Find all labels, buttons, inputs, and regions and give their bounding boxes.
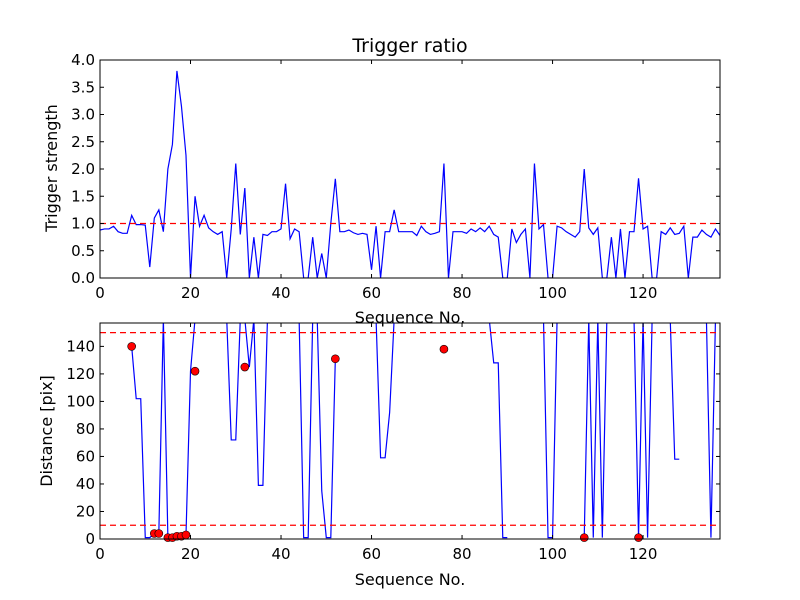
y-tick-label: 4.0 [71, 51, 95, 69]
plot-area [100, 323, 720, 539]
x-tick-label: 60 [362, 545, 381, 563]
series-line-1 [131, 323, 716, 539]
y-tick-label: 3.5 [71, 78, 95, 96]
trigger-ratio-chart: Trigger ratio Trigger strength Sequence … [42, 35, 721, 327]
y-tick-label: 120 [66, 365, 95, 383]
y-axis-label-bottom: Distance [pix] [37, 375, 56, 487]
x-tick-label: 40 [271, 545, 290, 563]
y-tick-label: 0 [85, 530, 95, 548]
y-tick-label: 60 [76, 447, 95, 465]
y-axis-label-top: Trigger strength [42, 104, 61, 233]
x-tick-label: 100 [538, 284, 567, 302]
marker-point [579, 533, 589, 542]
x-tick-label: 80 [452, 545, 471, 563]
x-tick-label: 120 [629, 545, 658, 563]
marker-point [154, 529, 164, 538]
y-tick-label: 20 [76, 502, 95, 520]
marker-point [127, 342, 136, 351]
y-tick-label: 3.0 [71, 106, 95, 124]
x-tick-label: 0 [95, 545, 105, 563]
x-tick-label: 80 [452, 284, 471, 302]
x-tick-label: 20 [181, 545, 200, 563]
y-tick-label: 40 [76, 475, 95, 493]
x-tick-label: 120 [629, 284, 658, 302]
marker-point [190, 366, 200, 376]
y-tick-label: 100 [66, 392, 95, 410]
x-tick-label: 40 [271, 284, 290, 302]
x-tick-label: 0 [95, 284, 105, 302]
marker-point [331, 354, 340, 364]
chart-title: Trigger ratio [351, 35, 467, 57]
distance-chart: Distance [pix] Sequence No. 0 20 40 60 80 100… [37, 322, 721, 589]
x-tick-label: 20 [181, 284, 200, 302]
y-tick-label: 80 [76, 420, 95, 438]
plot-area [100, 70, 720, 278]
y-tick-label: 2.0 [71, 160, 95, 178]
x-tick-label: 60 [362, 284, 381, 302]
marker-point [181, 530, 191, 540]
y-tick-label: 0.5 [71, 242, 95, 260]
marker-point [240, 362, 250, 372]
x-axis-label-top: Sequence No. [355, 308, 466, 327]
marker-point [634, 533, 643, 542]
y-tick-label: 1.0 [71, 215, 95, 233]
y-tick-label: 2.5 [71, 133, 95, 151]
plot-frame [99, 322, 721, 540]
x-tick-label: 100 [538, 545, 567, 563]
series-line-1 [100, 70, 720, 278]
marker-point [439, 344, 449, 354]
y-tick-label: 140 [66, 337, 95, 355]
y-tick-label: 1.5 [71, 187, 95, 205]
x-axis-label-bottom: Sequence No. [355, 570, 466, 589]
y-tick-label: 0.0 [71, 269, 95, 287]
